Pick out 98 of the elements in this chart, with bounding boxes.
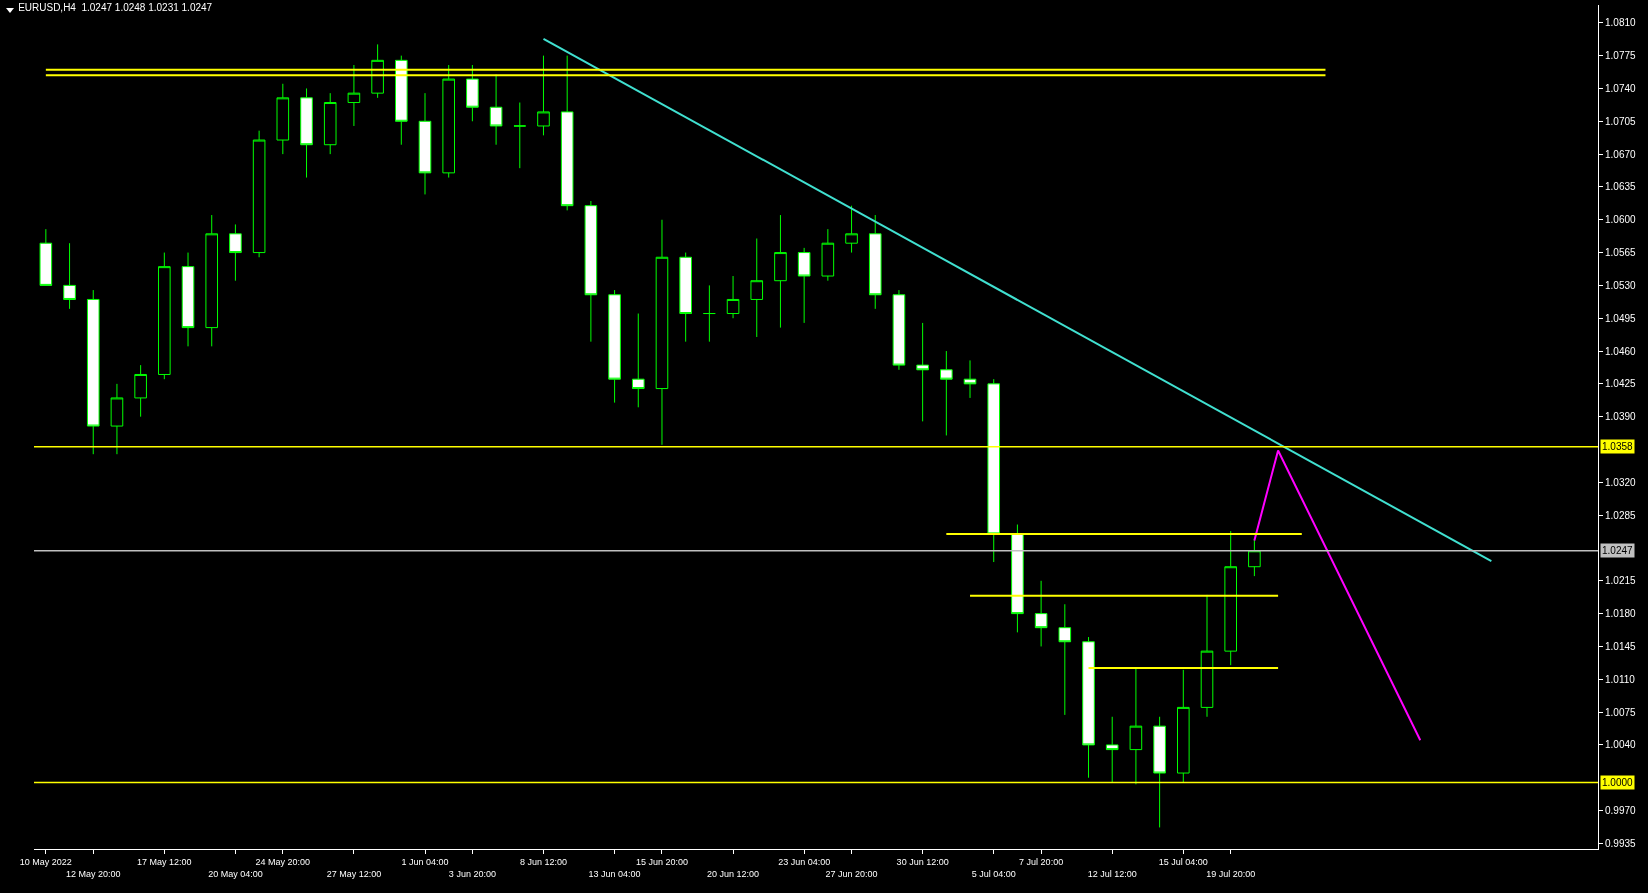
- x-tick-label: 19 Jul 20:00: [1206, 868, 1256, 879]
- y-tick-label: 1.0110: [1605, 673, 1636, 685]
- y-tick-label: 0.9935: [1605, 837, 1637, 849]
- x-tick-label: 12 May 20:00: [65, 868, 121, 879]
- candlestick: [466, 64, 479, 122]
- ref-line-label: 1.0358: [1602, 441, 1634, 452]
- candlestick: [892, 289, 906, 371]
- candlestick: [442, 64, 455, 179]
- candlestick: [1224, 530, 1237, 666]
- y-tick-label: 1.0075: [1605, 706, 1637, 718]
- candlestick: [774, 214, 787, 329]
- candlestick: [797, 247, 811, 324]
- candlestick: [537, 55, 550, 136]
- x-tick-label: 15 Jun 20:00: [635, 856, 688, 867]
- candlestick: [39, 228, 53, 286]
- candlestick: [205, 214, 219, 347]
- y-tick-label: 1.0145: [1605, 640, 1637, 652]
- candlestick: [323, 92, 337, 155]
- candlestick: [86, 289, 100, 455]
- candlestick: [181, 252, 195, 347]
- ref-line-label: 1.0247: [1602, 545, 1634, 556]
- candlestick: [845, 205, 858, 254]
- candlestick: [1248, 538, 1261, 577]
- candlestick: [1058, 603, 1072, 716]
- y-tick-label: 1.0040: [1605, 739, 1637, 751]
- candlestick: [1105, 716, 1119, 783]
- x-tick-label: 27 May 12:00: [326, 868, 382, 879]
- y-tick-label: 1.0670: [1605, 148, 1637, 160]
- candlestick: [418, 92, 432, 195]
- x-tick-label: 10 May 2022: [19, 856, 72, 867]
- x-tick-label: 17 May 12:00: [137, 856, 192, 867]
- candlestick: [1153, 716, 1166, 828]
- candlestick: [110, 383, 124, 455]
- x-tick-label: 8 Jun 12:00: [519, 856, 567, 867]
- candlestick: [631, 313, 645, 408]
- chart-title: EURUSD,H4 1.0247 1.0248 1.0231 1.0247: [18, 2, 213, 14]
- candlestick: [987, 378, 1001, 563]
- y-tick-label: 1.0425: [1605, 378, 1637, 390]
- y-tick-label: 1.0215: [1605, 575, 1637, 587]
- candlestick: [916, 322, 929, 422]
- y-tick-label: 1.0495: [1605, 312, 1637, 324]
- candlestick: [940, 350, 953, 436]
- candlestick: [63, 242, 76, 310]
- candlestick: [158, 252, 171, 380]
- y-tick-label: 1.0775: [1605, 50, 1637, 62]
- y-tick-label: 1.0705: [1605, 115, 1637, 127]
- candlestick: [821, 228, 835, 282]
- y-tick-label: 1.0285: [1605, 509, 1637, 521]
- candlestick: [1200, 594, 1214, 718]
- y-tick-label: 0.9970: [1605, 805, 1637, 817]
- x-tick-label: 27 Jun 20:00: [825, 868, 878, 879]
- x-tick-label: 1 Jun 04:00: [401, 856, 449, 867]
- candlestick: [703, 284, 716, 343]
- x-tick-label: 12 Jul 12:00: [1087, 868, 1137, 879]
- x-tick-label: 23 Jun 04:00: [778, 856, 831, 867]
- x-tick-label: 20 May 04:00: [208, 868, 263, 879]
- candlestick: [584, 200, 598, 343]
- y-tick-label: 1.0390: [1605, 411, 1637, 423]
- y-tick-label: 1.0180: [1605, 608, 1637, 620]
- candlestick: [276, 83, 290, 155]
- candlestick: [726, 275, 740, 319]
- candlestick: [513, 102, 527, 169]
- candlestick: [252, 130, 266, 258]
- candlestick: [679, 252, 692, 343]
- x-tick-label: 13 Jun 04:00: [588, 868, 641, 879]
- y-tick-label: 1.0565: [1605, 247, 1637, 259]
- candlestick: [300, 87, 313, 179]
- y-tick-label: 1.0530: [1605, 279, 1637, 291]
- y-tick-label: 1.0635: [1605, 181, 1637, 193]
- candlestick: [1177, 669, 1190, 783]
- candlestick: [1011, 524, 1024, 633]
- x-tick-label: 15 Jul 04:00: [1158, 856, 1208, 867]
- candlestick: [489, 73, 503, 146]
- candlestick: [868, 214, 882, 310]
- candlestick: [608, 289, 621, 404]
- y-tick-label: 1.0810: [1605, 17, 1637, 29]
- candlestick: [560, 55, 574, 211]
- ref-line-label: 1.0000: [1602, 777, 1634, 788]
- candlestick: [229, 223, 242, 282]
- y-tick-label: 1.0600: [1605, 214, 1637, 226]
- x-tick-label: 30 Jun 12:00: [896, 856, 949, 867]
- candlestick: [655, 219, 669, 446]
- y-tick-label: 1.0740: [1605, 82, 1637, 94]
- y-tick-label: 1.0320: [1605, 476, 1637, 488]
- candlestick: [1129, 668, 1143, 785]
- y-tick-label: 1.0460: [1605, 345, 1637, 357]
- candlestick: [134, 364, 147, 418]
- x-tick-label: 5 Jul 04:00: [971, 868, 1016, 879]
- candlestick: [395, 55, 408, 146]
- x-tick-label: 7 Jul 20:00: [1019, 856, 1064, 867]
- candlestick: [1082, 636, 1095, 779]
- x-tick-label: 24 May 20:00: [255, 856, 311, 867]
- candlestick: [963, 359, 977, 399]
- candlestick: [347, 64, 361, 127]
- candlestick: [1034, 580, 1048, 647]
- x-tick-label: 20 Jun 12:00: [707, 868, 760, 879]
- x-tick-label: 3 Jun 20:00: [448, 868, 496, 879]
- candlestick: [750, 238, 764, 338]
